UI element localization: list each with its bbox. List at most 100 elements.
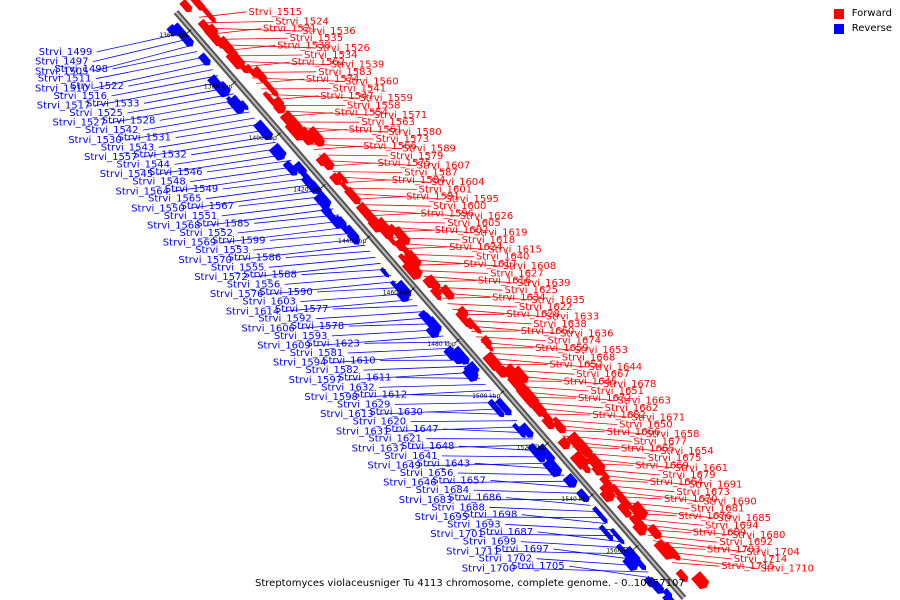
forward-gene-label: Strvi_1608 [503, 261, 557, 272]
reverse-gene-label: Strvi_1532 [133, 150, 187, 161]
reverse-connector-line [378, 408, 507, 415]
reverse-gene-label: Strvi_1621 [368, 434, 422, 445]
reverse-gene-label: Strvi_1700 [462, 563, 516, 574]
forward-gene [557, 436, 571, 450]
reverse-gene [239, 100, 249, 111]
forward-gene-label: Strvi_1587 [404, 168, 458, 179]
forward-gene [632, 521, 647, 536]
forward-connector-line [514, 380, 562, 382]
forward-connector-line [456, 313, 505, 316]
forward-gene [667, 547, 679, 559]
forward-gene-label: Strvi_1604 [431, 177, 485, 188]
forward-connector-line [428, 280, 476, 283]
reverse-connector-line [506, 497, 591, 506]
reverse-connector-line [411, 394, 497, 397]
reverse-connector-line [346, 371, 476, 381]
reverse-gene-label: Strvi_1702 [479, 554, 533, 565]
reverse-gene-label: Strvi_1497 [35, 57, 89, 68]
reverse-connector-line [96, 32, 182, 53]
reverse-gene [562, 473, 578, 488]
reverse-connector-line [300, 293, 407, 302]
reverse-connector-line [92, 63, 208, 89]
reverse-connector-line [254, 214, 339, 224]
forward-connector-line [213, 28, 261, 35]
reverse-connector-line [331, 329, 439, 337]
forward-gene-label: Strvi_1653 [574, 345, 628, 356]
reverse-gene-label: Strvi_1623 [306, 338, 360, 349]
forward-connector-line [318, 154, 388, 157]
forward-gene-label: Strvi_1672 [578, 393, 632, 404]
reverse-connector-line [489, 506, 596, 512]
reverse-gene-label: Strvi_1499 [39, 47, 93, 58]
reverse-gene-label: Strvi_1530 [68, 135, 122, 146]
forward-gene [494, 364, 508, 378]
forward-gene-label: Strvi_1571 [374, 110, 428, 121]
reverse-connector-line [443, 428, 528, 434]
reverse-connector-line [175, 123, 260, 138]
reverse-gene-label: Strvi_1527 [53, 118, 107, 129]
reverse-gene [462, 365, 479, 382]
reverse-connector-line [332, 305, 418, 310]
reverse-gene-label: Strvi_1531 [118, 133, 172, 144]
reverse-gene [214, 81, 231, 98]
forward-gene-label: Strvi_1665 [621, 444, 675, 455]
reverse-gene [650, 580, 665, 594]
reverse-gene-label: Strvi_1511 [38, 74, 92, 85]
axis-tick-mark [365, 235, 371, 241]
axis-tick-mark [633, 544, 639, 550]
forward-gene-label: Strvi_1626 [460, 211, 514, 222]
forward-gene-label: Strvi_1515 [249, 7, 303, 18]
reverse-gene-label: Strvi_1586 [228, 253, 282, 264]
forward-gene-label: Strvi_1668 [562, 352, 616, 363]
reverse-gene [598, 524, 614, 541]
reverse-connector-line [220, 226, 350, 244]
forward-gene-label: Strvi_1559 [359, 93, 413, 104]
reverse-gene [313, 190, 332, 210]
forward-connector-line [199, 11, 247, 18]
legend-forward: Forward [833, 8, 892, 19]
forward-connector-line [370, 213, 419, 216]
reverse-connector-line [301, 269, 386, 276]
axis-tick-label: 1520 kbp [517, 444, 545, 451]
forward-gene [629, 500, 649, 521]
forward-gene-label: Strvi_1575 [378, 158, 432, 169]
forward-gene [429, 287, 442, 301]
axis-tick-mark [454, 338, 460, 344]
forward-connector-line [557, 430, 605, 433]
reverse-connector-line [284, 275, 392, 285]
reverse-gene-label: Strvi_1705 [511, 561, 565, 572]
forward-connector-line [332, 171, 403, 173]
reverse-connector-line [222, 178, 308, 190]
reverse-gene-label: Strvi_1565 [148, 194, 202, 205]
forward-gene [374, 218, 395, 240]
forward-gene-label: Strvi_1558 [347, 100, 401, 111]
reverse-connector-line [142, 111, 250, 131]
forward-connector-line [409, 259, 501, 267]
forward-connector-line [218, 37, 288, 40]
reverse-connector-line [473, 489, 581, 494]
reverse-connector-line [268, 256, 376, 268]
reverse-gene-label: Strvi_1711 [446, 546, 500, 557]
reverse-gene [662, 592, 675, 600]
forward-connector-line [581, 457, 673, 469]
forward-connector-line [480, 341, 573, 351]
forward-gene-label: Strvi_1640 [476, 252, 530, 263]
reverse-gene-label: Strvi_1699 [463, 537, 517, 548]
forward-connector-line [619, 501, 689, 509]
reverse-gene-label: Strvi_1588 [243, 270, 297, 281]
axis-tick-label: 1440 kbp [338, 238, 366, 245]
forward-gene-label: Strvi_1703 [707, 544, 761, 555]
reverse-gene [346, 231, 360, 245]
axis-tick-label: 1500 kbp [472, 393, 500, 400]
reverse-connector-line [127, 93, 234, 114]
forward-gene [574, 455, 591, 474]
reverse-connector-line [285, 250, 371, 258]
reverse-gene-label: Strvi_1643 [417, 458, 471, 469]
forward-connector-line [313, 145, 362, 150]
forward-connector-line [576, 452, 646, 459]
forward-gene-label: Strvi_1583 [318, 67, 372, 78]
forward-gene [273, 101, 287, 114]
axis-tick-label: 1360 kbp [159, 32, 187, 39]
reverse-connector-line [364, 341, 449, 344]
